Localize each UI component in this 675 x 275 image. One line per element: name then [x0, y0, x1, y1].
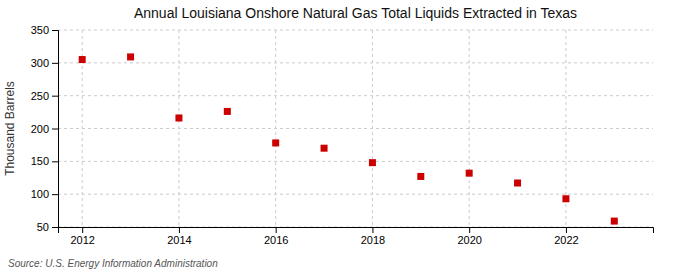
x-tick: 2016 [264, 227, 288, 246]
x-tick: 2012 [70, 227, 94, 246]
y-tick-mark [52, 161, 58, 162]
y-tick: 250 [31, 90, 58, 102]
y-tick: 150 [31, 155, 58, 167]
grid [58, 30, 653, 227]
y-tick-mark [52, 30, 58, 31]
x-axis: 2012 2014 2016 2018 2020 2022 [59, 227, 654, 246]
x-tick: 2014 [167, 227, 191, 246]
y-tick-label: 300 [31, 57, 49, 69]
point [127, 53, 134, 60]
point [514, 180, 521, 187]
x-tick-label: 2012 [70, 234, 94, 246]
annotation: Source: U.S. Energy Information Administ… [8, 258, 218, 269]
y-tick-label: 350 [31, 24, 49, 36]
x-tick: 2020 [457, 227, 481, 246]
y-tick: 100 [31, 188, 58, 200]
y-axis: 50 100 150 200 250 300 350 [31, 24, 59, 233]
y-tick: 50 [37, 221, 58, 233]
x-tick-mark [179, 227, 180, 233]
x-tick-label: 2014 [167, 234, 191, 246]
y-tick: 350 [31, 24, 58, 36]
y-tick-mark [52, 194, 58, 195]
x-tick: 2018 [361, 227, 385, 246]
y-grid-line [58, 161, 653, 162]
x-tick-mark [276, 227, 277, 233]
point [224, 108, 231, 115]
y-tick-label: 100 [31, 188, 49, 200]
y-tick-label: 250 [31, 90, 49, 102]
x-tick-mark [372, 227, 373, 233]
point [272, 139, 279, 146]
y-tick-mark [52, 63, 58, 64]
y-axis-label: Thousand Barrels [3, 81, 17, 176]
y-tick-mark [52, 129, 58, 130]
title: Annual Louisiana Onshore Natural Gas Tot… [134, 5, 577, 21]
y-tick: 200 [31, 123, 58, 135]
plot-area: 2012 2014 2016 2018 2020 2022 50 100 150 200 250 30… [31, 24, 654, 246]
x-tick-label: 2022 [554, 234, 578, 246]
y-tick: 300 [31, 57, 58, 69]
x-tick: 2022 [554, 227, 578, 246]
y-tick-mark [52, 227, 58, 228]
y-tick-label: 150 [31, 155, 49, 167]
x-tick-label: 2018 [361, 234, 385, 246]
point [321, 145, 328, 152]
y-grid-line [58, 194, 653, 195]
y-grid-line [58, 95, 653, 96]
point [369, 159, 376, 166]
chart: 2012 2014 2016 2018 2020 2022 50 100 150 200 250 30… [0, 0, 675, 275]
y-tick-label: 200 [31, 123, 49, 135]
y-tick-label: 50 [37, 221, 49, 233]
point [562, 195, 569, 202]
point [175, 114, 182, 121]
y-axis-line [52, 31, 59, 228]
points [79, 53, 618, 224]
point [611, 218, 618, 225]
y-grid-line [58, 128, 653, 129]
x-tick-mark [469, 227, 470, 233]
y-grid-line [58, 62, 653, 63]
x-tick-mark [82, 227, 83, 233]
point [466, 170, 473, 177]
x-tick-label: 2020 [457, 234, 481, 246]
x-axis-line [59, 228, 654, 234]
y-tick-mark [52, 96, 58, 97]
point [79, 56, 86, 63]
x-tick-label: 2016 [264, 234, 288, 246]
y-grid-line [58, 30, 653, 31]
x-tick-mark [566, 227, 567, 233]
point [417, 173, 424, 180]
